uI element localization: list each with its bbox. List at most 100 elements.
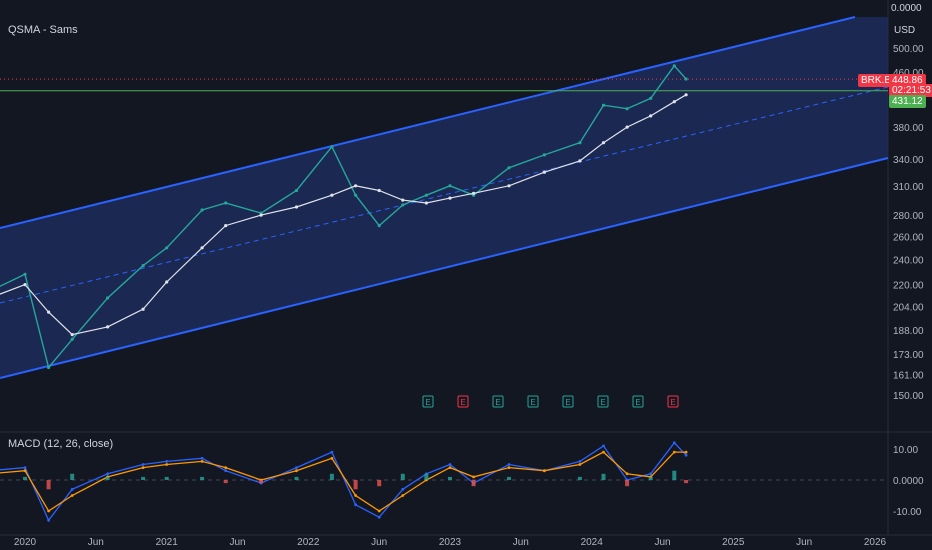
price-point-0-7 — [200, 208, 204, 212]
indicator-label-top[interactable]: QSMA - Sams — [8, 24, 78, 36]
time-tick-label: 2020 — [14, 537, 37, 548]
macd-histogram-bar — [200, 476, 205, 480]
earnings-marker: E — [667, 395, 679, 408]
price-point-1-10 — [294, 205, 299, 209]
price-point-1-23 — [649, 114, 653, 118]
macd-point-1-18 — [507, 466, 511, 469]
macd-point-0-21 — [602, 444, 605, 448]
earnings-marker-letter: E — [495, 398, 500, 407]
macd-point-1-1 — [23, 469, 27, 473]
macd-point-1-10 — [295, 469, 298, 473]
macd-point-0-10 — [295, 466, 298, 469]
macd-point-0-5 — [141, 463, 145, 466]
macd-histogram-bar — [377, 480, 382, 487]
earnings-marker-letter: E — [530, 398, 535, 407]
macd-histogram-bar — [684, 480, 689, 484]
macd-histogram-bar — [353, 480, 358, 490]
macd-series-0 — [0, 441, 687, 522]
macd-point-1-7 — [200, 460, 204, 463]
price-point-0-10 — [294, 188, 299, 193]
price-tick-label: 204.00 — [893, 302, 924, 313]
macd-histogram-bar — [601, 473, 606, 480]
earnings-marker: E — [527, 395, 539, 408]
time-tick-label: 2022 — [297, 537, 320, 548]
price-point-1-5 — [141, 307, 145, 311]
price-tick-label: 161.00 — [893, 371, 924, 382]
price-tag: 448.86 — [889, 74, 926, 87]
earnings-marker-box — [527, 395, 539, 408]
indicator-label-macd[interactable]: MACD (12, 26, close) — [8, 438, 114, 450]
price-point-1-8 — [224, 224, 228, 228]
macd-point-1-11 — [330, 456, 334, 460]
macd-histogram-bar — [672, 470, 677, 480]
price-point-0-14 — [401, 203, 405, 207]
price-point-1-2 — [47, 310, 51, 314]
macd-histogram-bar — [329, 473, 334, 480]
time-tick-label: 2024 — [581, 537, 604, 548]
macd-point-1-17 — [472, 475, 475, 479]
earnings-marker: E — [457, 395, 469, 408]
currency-label[interactable]: USD — [894, 25, 916, 36]
macd-point-1-12 — [354, 494, 357, 497]
macd-point-0-7 — [200, 456, 204, 460]
earnings-marker-letter: E — [460, 398, 465, 407]
macd-point-1-21 — [602, 450, 605, 454]
macd-point-0-18 — [507, 463, 511, 466]
channel-upper-line — [0, 16, 856, 229]
macd-point-0-13 — [377, 515, 381, 519]
macd-point-1-22 — [625, 472, 629, 476]
time-tick-label: 2023 — [439, 537, 462, 548]
price-tick-label: 173.00 — [893, 350, 924, 361]
ticker-tag[interactable]: BRK.B — [858, 74, 895, 87]
macd-histogram-bar — [141, 476, 146, 480]
macd-histogram-bar — [70, 473, 75, 480]
price-point-0-13 — [377, 224, 381, 228]
price-point-0-6 — [165, 246, 169, 250]
macd-point-1-25 — [684, 450, 688, 454]
price-point-1-1 — [23, 283, 27, 287]
hline-value-tag: 431.12 — [889, 95, 926, 108]
price-point-1-3 — [70, 333, 74, 337]
earnings-marker-box — [492, 395, 504, 408]
price-point-1-12 — [354, 184, 358, 188]
macd-point-0-14 — [401, 487, 405, 491]
macd-point-1-19 — [543, 469, 546, 473]
price-point-0-16 — [448, 184, 452, 188]
price-point-0-20 — [578, 141, 582, 145]
macd-point-1-20 — [578, 463, 582, 466]
earnings-marker: E — [632, 395, 644, 408]
macd-point-0-8 — [224, 469, 228, 473]
earnings-marker: E — [562, 395, 574, 408]
price-point-1-13 — [377, 188, 381, 193]
earnings-marker-letter: E — [635, 398, 640, 407]
macd-point-0-2 — [47, 518, 50, 522]
price-point-0-1 — [23, 272, 27, 276]
macd-point-0-3 — [70, 487, 74, 491]
time-tick-label: 2025 — [722, 537, 745, 548]
macd-histogram-bar — [471, 480, 476, 487]
price-series-0 — [0, 64, 687, 369]
price-point-0-18 — [507, 166, 511, 170]
price-point-0-23 — [649, 96, 653, 100]
macd-histogram-bar — [105, 476, 110, 480]
macd-point-0-1 — [23, 466, 27, 469]
price-tick-label: 240.00 — [893, 256, 924, 267]
macd-point-0-25 — [684, 453, 688, 457]
earnings-marker-box — [422, 395, 434, 408]
price-point-0-19 — [542, 153, 547, 157]
price-point-1-14 — [401, 198, 405, 202]
price-point-1-19 — [542, 170, 547, 174]
price-point-1-16 — [448, 196, 452, 200]
time-tick-label: Jun — [88, 537, 104, 548]
countdown-tag: 02:21:53 — [889, 84, 932, 97]
macd-histogram-bar — [46, 480, 51, 490]
earnings-marker-box — [597, 395, 609, 408]
earnings-marker-letter: E — [670, 398, 675, 407]
earnings-marker-box — [667, 395, 679, 408]
macd-point-0-24 — [672, 441, 676, 445]
time-tick-label: Jun — [513, 537, 529, 548]
earnings-marker-box — [562, 395, 574, 408]
price-point-1-11 — [330, 193, 334, 197]
macd-histogram-bar — [23, 476, 27, 480]
